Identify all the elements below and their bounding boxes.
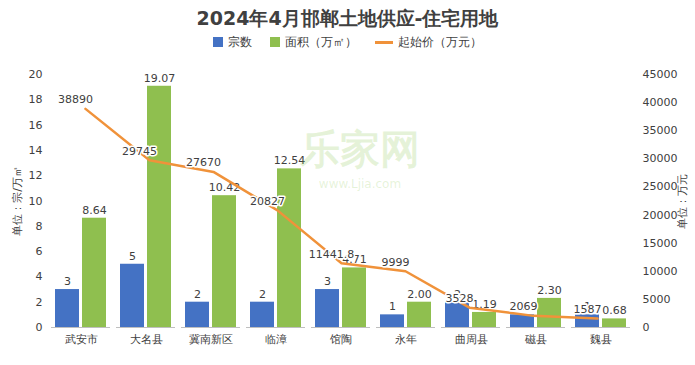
svg-text:35000: 35000 bbox=[643, 124, 678, 137]
svg-text:9999: 9999 bbox=[382, 256, 410, 269]
html-text:宗数: 宗数 bbox=[228, 34, 252, 49]
svg-text:30000: 30000 bbox=[643, 152, 678, 165]
svg-text:2: 2 bbox=[194, 288, 201, 301]
svg-text:20: 20 bbox=[29, 68, 43, 81]
html-text:面积（万㎡）: 面积（万㎡） bbox=[285, 34, 357, 49]
svg-text:15000: 15000 bbox=[643, 237, 678, 250]
svg-text:4: 4 bbox=[36, 270, 43, 283]
svg-text:14: 14 bbox=[29, 144, 43, 157]
svg-text:5: 5 bbox=[129, 250, 136, 263]
svg-text:12: 12 bbox=[29, 169, 43, 182]
svg-text:45000: 45000 bbox=[643, 68, 678, 81]
svg-text:12.54: 12.54 bbox=[274, 154, 306, 167]
svg-text:19.07: 19.07 bbox=[144, 72, 176, 85]
svg-text:27670: 27670 bbox=[186, 156, 221, 169]
html-text:乐家网: 乐家网 bbox=[300, 126, 420, 172]
svg-text:永年: 永年 bbox=[395, 333, 417, 346]
svg-text:16: 16 bbox=[29, 119, 43, 132]
svg-text:18: 18 bbox=[29, 93, 43, 106]
svg-text:2069: 2069 bbox=[510, 300, 538, 313]
svg-text:10000: 10000 bbox=[643, 265, 678, 278]
svg-text:10: 10 bbox=[29, 195, 43, 208]
html-text:2024年4月邯郸土地供应-住宅用地: 2024年4月邯郸土地供应-住宅用地 bbox=[196, 7, 499, 29]
svg-text:20000: 20000 bbox=[643, 209, 678, 222]
svg-text:8.64: 8.64 bbox=[82, 204, 107, 217]
html-text:起始价（万元）: 起始价（万元） bbox=[398, 34, 482, 49]
svg-text:3: 3 bbox=[324, 275, 331, 288]
svg-text:10.42: 10.42 bbox=[209, 181, 241, 194]
svg-text:8: 8 bbox=[36, 220, 43, 233]
svg-text:5000: 5000 bbox=[643, 293, 671, 306]
svg-text:1: 1 bbox=[389, 300, 396, 313]
svg-text:0: 0 bbox=[36, 321, 43, 334]
svg-text:临漳: 临漳 bbox=[265, 333, 287, 346]
svg-text:馆陶: 馆陶 bbox=[329, 333, 352, 346]
svg-text:2.30: 2.30 bbox=[537, 284, 562, 297]
svg-text:1587: 1587 bbox=[574, 303, 602, 316]
svg-text:11441.8: 11441.8 bbox=[309, 248, 355, 261]
svg-text:2: 2 bbox=[259, 288, 266, 301]
html-text:www.Ljia.com: www.Ljia.com bbox=[318, 177, 402, 191]
svg-text:单位：万元: 单位：万元 bbox=[676, 174, 689, 229]
svg-text:冀南新区: 冀南新区 bbox=[189, 333, 233, 346]
svg-text:20827: 20827 bbox=[250, 195, 285, 208]
svg-text:3528: 3528 bbox=[446, 292, 474, 305]
svg-text:0.68: 0.68 bbox=[602, 304, 627, 317]
svg-text:2.00: 2.00 bbox=[407, 288, 432, 301]
svg-text:魏县: 魏县 bbox=[590, 333, 612, 346]
svg-text:38890: 38890 bbox=[58, 93, 93, 106]
svg-text:单位：宗/万㎡: 单位：宗/万㎡ bbox=[11, 166, 24, 236]
svg-text:曲周县: 曲周县 bbox=[455, 333, 488, 346]
svg-text:40000: 40000 bbox=[643, 96, 678, 109]
svg-text:3: 3 bbox=[64, 275, 71, 288]
svg-text:磁县: 磁县 bbox=[524, 333, 547, 346]
svg-text:0: 0 bbox=[643, 321, 650, 334]
svg-text:大名县: 大名县 bbox=[130, 333, 163, 346]
svg-text:1.19: 1.19 bbox=[472, 298, 497, 311]
svg-text:25000: 25000 bbox=[643, 180, 678, 193]
svg-text:武安市: 武安市 bbox=[65, 333, 98, 346]
svg-text:6: 6 bbox=[36, 245, 43, 258]
svg-text:2: 2 bbox=[36, 296, 43, 309]
svg-text:29745: 29745 bbox=[122, 145, 157, 158]
